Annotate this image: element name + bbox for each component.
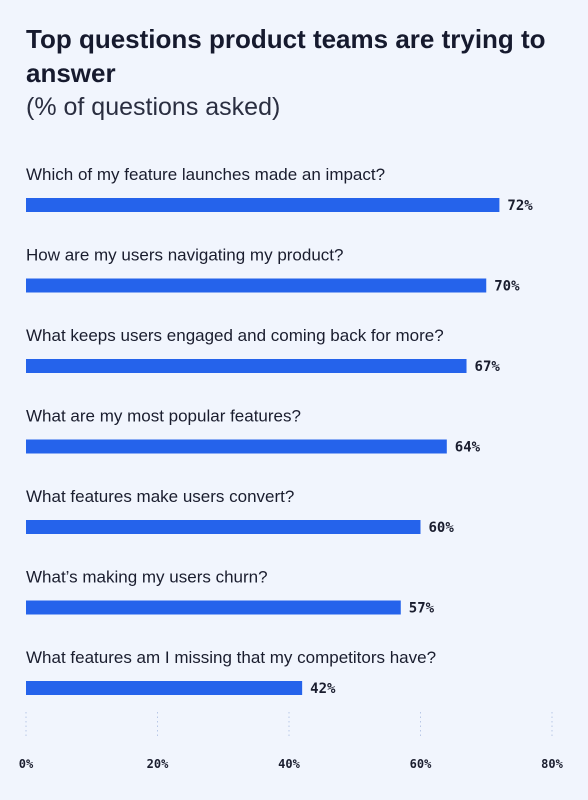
category-label: What features make users convert? <box>26 487 294 506</box>
x-tick-label: 80% <box>541 757 563 771</box>
bar <box>26 198 500 212</box>
category-label: Which of my feature launches made an imp… <box>26 165 385 184</box>
category-label: What’s making my users churn? <box>26 568 268 587</box>
bar <box>26 681 303 695</box>
bar <box>26 359 467 373</box>
data-label: 64% <box>455 440 481 456</box>
data-label: 70% <box>494 279 520 295</box>
bar <box>26 439 447 454</box>
category-label: What are my most popular features? <box>26 407 301 426</box>
data-label: 60% <box>429 520 455 536</box>
bar <box>26 278 487 293</box>
category-label: What keeps users engaged and coming back… <box>26 326 444 345</box>
x-tick-label: 0% <box>19 757 34 771</box>
data-label: 57% <box>409 601 435 617</box>
data-label: 67% <box>475 359 501 375</box>
category-label: How are my users navigating my product? <box>26 246 343 265</box>
data-label: 72% <box>507 198 533 214</box>
bar <box>26 600 401 615</box>
category-label: What features am I missing that my compe… <box>26 648 436 667</box>
x-tick-label: 20% <box>147 757 169 771</box>
x-tick-label: 40% <box>278 757 300 771</box>
chart-subtitle: (% of questions asked) <box>26 93 281 121</box>
bar <box>26 520 421 534</box>
chart-title: Top questions product teams are trying t… <box>26 24 546 88</box>
x-tick-label: 60% <box>410 757 432 771</box>
data-label: 42% <box>310 681 336 697</box>
